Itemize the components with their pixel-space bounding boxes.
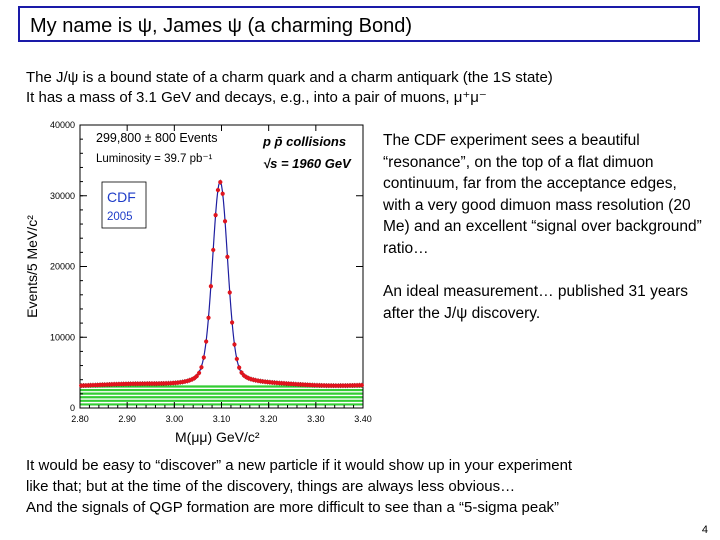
year-label: 2005 [107, 211, 133, 223]
data-point [215, 187, 221, 193]
x-tick-label: 2.80 [71, 414, 89, 424]
x-tick-label: 2.90 [118, 414, 136, 424]
cdf-label: CDF [107, 189, 136, 205]
data-point [206, 315, 211, 320]
slide-title: My name is ψ, James ψ (a charming Bond) [30, 15, 412, 37]
luminosity-annotation: Luminosity = 39.7 pb⁻¹ [96, 153, 213, 165]
page-number: 4 [701, 524, 708, 536]
x-tick-label: 3.10 [213, 414, 231, 424]
jpsi-mass-plot: 2.80 2.90 3.00 3.10 3.20 3.30 3.40 0 10000 20000 3… [24, 120, 372, 445]
data-point [213, 212, 218, 218]
y-axis-label: Events/5 MeV/c² [24, 215, 40, 318]
x-tick-label: 3.30 [307, 414, 325, 424]
data-point [211, 247, 216, 253]
data-point [194, 374, 199, 379]
x-tick-label: 3.20 [260, 414, 278, 424]
bottom-line-2: like that; but at the time of the discov… [26, 478, 516, 495]
y-tick-label: 10000 [50, 332, 75, 342]
data-point [234, 356, 239, 362]
data-point [204, 339, 209, 344]
data-point [239, 370, 244, 375]
data-point [201, 355, 206, 360]
bottom-line-3: And the signals of QGP formation are mor… [26, 499, 560, 516]
x-axis-label: M(μμ) GeV/c² [175, 429, 260, 445]
intro-line-2: It has a mass of 3.1 GeV and decays, e.g… [26, 89, 487, 106]
y-tick-label: 30000 [50, 191, 75, 201]
cdf-logo-box [101, 181, 147, 229]
data-point [218, 180, 223, 185]
side-paragraph-2: An ideal measurement… published 31 years… [383, 283, 689, 322]
data-point [359, 383, 364, 388]
data-point [196, 370, 202, 376]
y-tick-label: 0 [70, 403, 75, 413]
bottom-line-1: It would be easy to “discover” a new par… [26, 457, 573, 474]
side-paragraph-1: The CDF experiment sees a beautiful “res… [383, 132, 702, 257]
x-tick-label: 3.00 [166, 414, 184, 424]
title-box: My name is ψ, James ψ (a charming Bond) [18, 6, 700, 42]
data-point [208, 284, 213, 289]
data-point [230, 320, 235, 325]
y-tick-label: 40000 [50, 120, 75, 130]
intro-text: The J/ψ is a bound state of a charm quar… [26, 68, 553, 108]
energy-annotation: √s = 1960 GeV [263, 156, 352, 171]
data-point [227, 290, 232, 295]
data-point [225, 254, 230, 259]
data-point [222, 219, 228, 224]
events-annotation: 299,800 ± 800 Events [96, 131, 218, 145]
data-point [220, 191, 225, 196]
collisions-annotation: p p̄ collisions [262, 134, 346, 149]
data-point [199, 365, 204, 370]
intro-line-1: The J/ψ is a bound state of a charm quar… [26, 69, 553, 86]
y-tick-label: 20000 [50, 262, 75, 272]
side-text: The CDF experiment sees a beautiful “res… [383, 130, 703, 324]
x-tick-label: 3.40 [354, 414, 372, 424]
bottom-text: It would be easy to “discover” a new par… [26, 455, 572, 518]
data-point [237, 365, 242, 370]
data-point [232, 342, 237, 347]
